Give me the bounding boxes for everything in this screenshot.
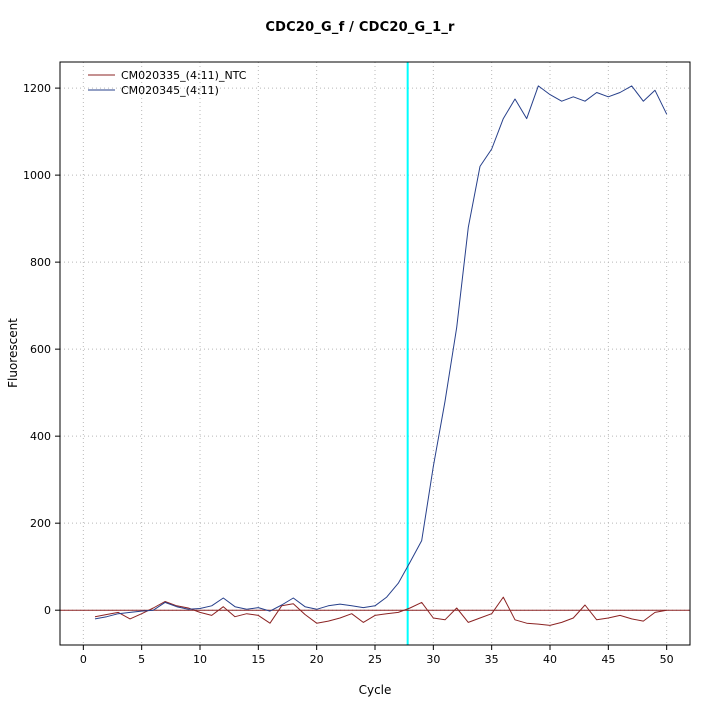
x-tick-label: 30 bbox=[426, 653, 440, 666]
x-tick-label: 20 bbox=[310, 653, 324, 666]
x-tick-label: 10 bbox=[193, 653, 207, 666]
y-tick-label: 1200 bbox=[23, 82, 51, 95]
legend: CM020335_(4:11)_NTC CM020345_(4:11) bbox=[88, 69, 247, 97]
y-tick-label: 0 bbox=[44, 604, 51, 617]
x-tick-label: 40 bbox=[543, 653, 557, 666]
x-tick-label: 50 bbox=[660, 653, 674, 666]
gridlines bbox=[60, 62, 690, 645]
plot-border bbox=[59, 61, 691, 646]
y-tick-label: 1000 bbox=[23, 169, 51, 182]
y-tick-label: 400 bbox=[30, 430, 51, 443]
x-tick-label: 15 bbox=[251, 653, 265, 666]
x-tick-label: 5 bbox=[138, 653, 145, 666]
x-tick-label: 25 bbox=[368, 653, 382, 666]
series-line-1 bbox=[94, 85, 668, 620]
axes: 0 5 10 15 20 25 30 35 40 45 50 0 200 400 600 800 1000 120… bbox=[23, 82, 674, 666]
chart-title: CDC20_G_f / CDC20_G_1_r bbox=[265, 20, 455, 35]
y-tick-label: 800 bbox=[30, 256, 51, 269]
legend-label-1: CM020345_(4:11) bbox=[121, 84, 219, 97]
x-tick-label: 35 bbox=[485, 653, 499, 666]
legend-label-0: CM020335_(4:11)_NTC bbox=[121, 69, 247, 82]
x-axis-label: Cycle bbox=[358, 683, 392, 697]
y-tick-label: 600 bbox=[30, 343, 51, 356]
x-tick-label: 45 bbox=[601, 653, 615, 666]
y-tick-label: 200 bbox=[30, 517, 51, 530]
x-tick-label: 0 bbox=[80, 653, 87, 666]
